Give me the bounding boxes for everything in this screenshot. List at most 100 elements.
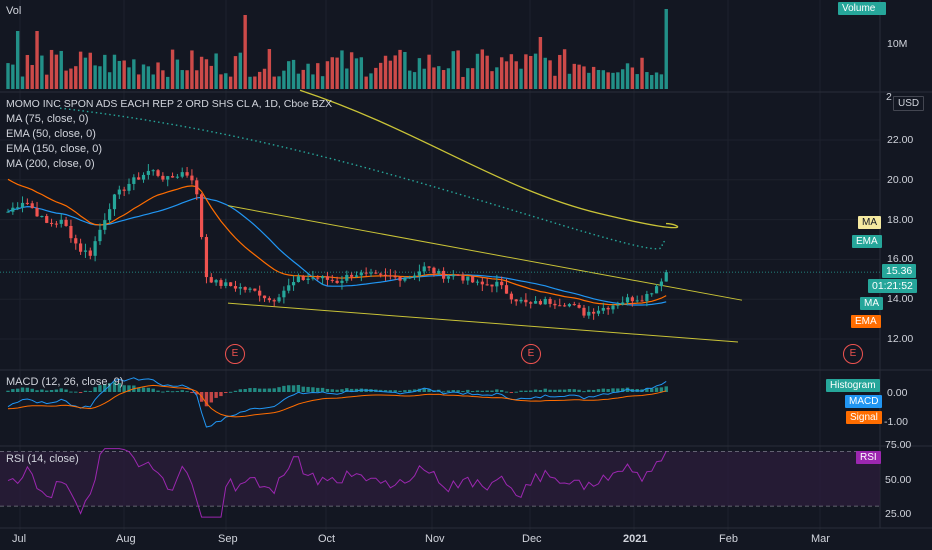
macd-histogram-bar (311, 387, 315, 392)
volume-bar (219, 74, 223, 89)
candle-body (485, 284, 489, 286)
volume-bar (499, 57, 504, 89)
macd-histogram-bar (209, 392, 213, 403)
volume-tick-10m: 10M (887, 38, 908, 50)
candle-body (340, 280, 344, 283)
volume-bar (630, 67, 635, 89)
earnings-marker-sep[interactable]: E (225, 344, 245, 364)
macd-histogram-bar (349, 388, 354, 392)
macd-histogram-bar (354, 388, 359, 392)
macd-histogram-bar (25, 387, 30, 392)
rsi-title: RSI (14, close) (6, 453, 79, 465)
volume-bar (224, 73, 228, 89)
candle-body (369, 272, 373, 274)
candle-body (364, 272, 368, 274)
candle-body (592, 311, 596, 314)
earnings-marker-next[interactable]: E (843, 344, 863, 364)
candle-body (170, 176, 175, 178)
indicator-ema50[interactable]: EMA (50, close, 0) (6, 128, 96, 140)
volume-bar (437, 66, 441, 89)
earnings-marker-dec[interactable]: E (521, 344, 541, 364)
macd-histogram-bar (306, 386, 310, 392)
candle-body (127, 183, 131, 191)
macd-histogram-bar (88, 391, 92, 393)
macd-histogram-bar (470, 391, 475, 393)
candle-body (287, 285, 291, 291)
macd-histogram-bar (64, 389, 68, 392)
candle-body (412, 275, 417, 278)
candle-body (659, 281, 663, 287)
volume-bar (25, 54, 30, 89)
macd-histogram-bar (146, 387, 151, 392)
macd-histogram-bar (625, 387, 630, 392)
volume-bar (456, 50, 460, 89)
candle-body (548, 298, 552, 304)
volume-bar (514, 61, 518, 89)
macd-histogram-bar (267, 388, 272, 392)
candle-body (64, 219, 68, 226)
candle-body (54, 223, 58, 225)
candle-body (563, 305, 567, 307)
candle-body (664, 272, 668, 282)
ma75-line (7, 196, 667, 306)
volume-bar (156, 62, 160, 89)
price-tick-12: 12.00 (887, 333, 914, 345)
candle-body (567, 304, 572, 307)
macd-histogram-bar (543, 388, 547, 392)
candle-body (175, 176, 179, 178)
volume-bar (345, 68, 349, 89)
candle-body (35, 208, 39, 217)
ma75-tag: MA (860, 297, 883, 310)
candle-body (190, 175, 194, 181)
macd-histogram-bar (277, 387, 281, 392)
macd-histogram-bar (664, 386, 668, 392)
indicator-ma200[interactable]: MA (200, close, 0) (6, 158, 95, 170)
macd-histogram-bar (514, 391, 518, 393)
volume-bar (11, 64, 15, 89)
macd-histogram-bar (253, 388, 257, 392)
volume-bar (151, 74, 155, 89)
macd-histogram-bar (136, 387, 141, 392)
macd-tick-neg1: -1.00 (884, 416, 908, 428)
volume-bar (596, 69, 601, 89)
price-title: MOMO INC SPON ADS EACH REP 2 ORD SHS CL … (6, 98, 333, 110)
volume-bar (529, 55, 533, 89)
candle-body (6, 211, 10, 213)
volume-bar (654, 72, 659, 89)
candle-body (553, 303, 557, 306)
candle-body (161, 175, 165, 180)
macd-histogram-bar (456, 390, 460, 392)
volume-bar (340, 50, 344, 89)
candle-body (151, 170, 155, 172)
indicator-ema150[interactable]: EMA (150, close, 0) (6, 143, 102, 155)
macd-histogram-bar (49, 390, 54, 392)
candle-body (253, 288, 257, 291)
macd-histogram-bar (519, 390, 523, 392)
candle-body (417, 271, 421, 276)
volume-bar (393, 55, 397, 89)
volume-bar (509, 54, 514, 89)
volume-bar (625, 63, 630, 89)
macd-histogram-bar (567, 389, 572, 392)
macd-histogram-bar (490, 390, 494, 392)
candle-body (11, 207, 15, 212)
currency-button[interactable]: USD (893, 96, 925, 111)
volume-bar (98, 66, 102, 89)
volume-bar (601, 70, 606, 89)
volume-bar (330, 57, 334, 89)
candle-body (654, 286, 659, 294)
volume-bar (64, 70, 68, 89)
volume-bar (195, 70, 199, 89)
macd-histogram-bar (475, 390, 480, 392)
volume-bar (161, 70, 165, 89)
macd-histogram-bar (228, 391, 233, 393)
candle-body (25, 202, 29, 204)
indicator-ma75[interactable]: MA (75, close, 0) (6, 113, 89, 125)
volume-bar (548, 60, 552, 89)
rsi-tick-25: 25.00 (885, 508, 912, 520)
candle-body (398, 276, 402, 281)
macd-title: MACD (12, 26, close, 9) (6, 376, 124, 388)
volume-bar (369, 73, 373, 89)
